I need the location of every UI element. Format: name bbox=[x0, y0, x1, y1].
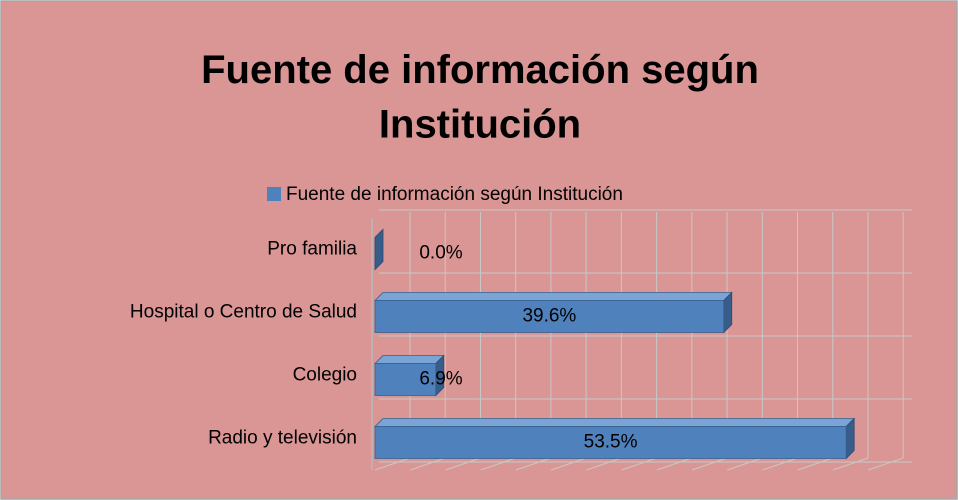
bar bbox=[374, 300, 725, 333]
floor-line bbox=[550, 457, 587, 471]
bar-side bbox=[374, 228, 384, 271]
bar-top bbox=[374, 292, 733, 301]
floor-line bbox=[868, 457, 904, 471]
data-label: 0.0% bbox=[419, 243, 462, 264]
bar-top bbox=[374, 355, 445, 364]
bar-top bbox=[374, 418, 856, 427]
chart-title-line-1: Fuente de información según bbox=[201, 48, 759, 92]
floor-line bbox=[410, 457, 446, 471]
data-label: 6.9% bbox=[419, 369, 462, 390]
floor-line bbox=[691, 457, 728, 471]
category-label: Pro familia bbox=[267, 239, 357, 260]
floor-line bbox=[727, 457, 763, 471]
floor-line bbox=[762, 457, 798, 471]
bar bbox=[374, 426, 847, 459]
category-label: Hospital o Centro de Salud bbox=[130, 302, 357, 323]
chart-title: Fuente de información según Institución bbox=[201, 48, 759, 147]
floor-line bbox=[832, 457, 869, 471]
plot-area: Pro familia 0.0% Hospital o Centro de Salu… bbox=[130, 209, 912, 471]
floor-line bbox=[480, 457, 516, 471]
legend-label: Fuente de información según Institución bbox=[286, 184, 623, 205]
floor-line bbox=[797, 457, 833, 471]
floor-line bbox=[656, 457, 692, 471]
category-label: Colegio bbox=[293, 365, 357, 386]
floor-line bbox=[515, 457, 552, 471]
floor-line bbox=[374, 457, 411, 471]
chart-title-line-2: Institución bbox=[379, 103, 581, 147]
legend-swatch bbox=[267, 187, 281, 201]
bar bbox=[374, 363, 437, 396]
floor-line bbox=[621, 457, 657, 471]
data-label: 39.6% bbox=[522, 306, 576, 327]
floor-line bbox=[445, 457, 481, 471]
floor-line bbox=[586, 457, 622, 471]
category-label: Radio y televisión bbox=[208, 428, 357, 449]
data-label: 53.5% bbox=[584, 432, 638, 453]
